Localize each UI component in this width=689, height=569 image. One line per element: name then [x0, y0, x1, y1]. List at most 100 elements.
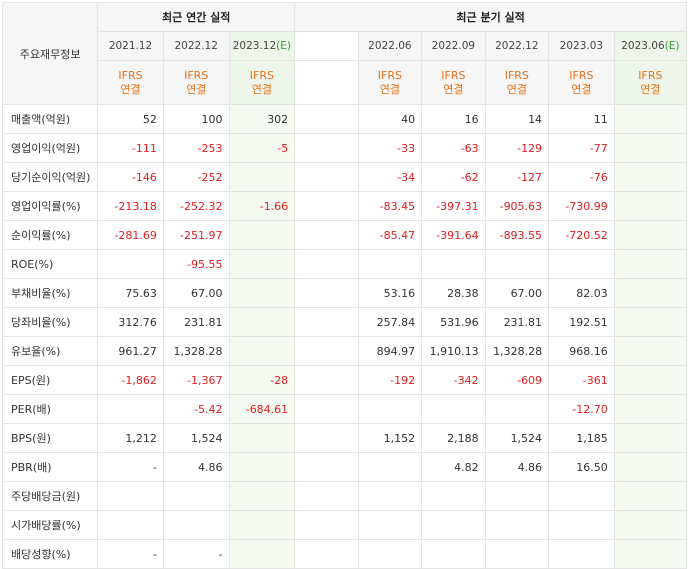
value-cell — [228, 481, 296, 511]
value-cell: - — [97, 452, 164, 482]
value-cell — [484, 394, 550, 424]
value-cell: 53.16 — [357, 278, 423, 308]
value-cell — [97, 510, 164, 540]
row-label: 유보율(%) — [1, 336, 99, 366]
spacer-cell — [294, 133, 359, 163]
table-row: 시가배당률(%) — [1, 510, 688, 540]
ifrs-text: IFRS — [504, 68, 529, 82]
value-cell: 1,152 — [357, 423, 423, 453]
value-cell: -85.47 — [357, 220, 423, 250]
value-cell — [613, 539, 688, 569]
consolidated-text: 연결 — [251, 82, 272, 96]
ifrs-basis-label: IFRS 연결 — [548, 60, 615, 105]
value-cell: 16 — [421, 104, 486, 134]
value-cell: -5 — [228, 133, 296, 163]
value-cell — [228, 162, 296, 192]
value-cell: -1,367 — [162, 365, 230, 395]
ifrs-basis-label: IFRS 연결 — [357, 60, 423, 105]
row-label: 영업이익률(%) — [1, 191, 99, 221]
table-row: 부채비율(%) 75.63 67.00 53.16 28.38 67.00 82.03 — [1, 278, 688, 308]
value-cell: -252 — [162, 162, 230, 192]
period-header-quarter: 2022.06 — [357, 31, 423, 61]
ifrs-basis-label: IFRS 연결 — [421, 60, 486, 105]
ifrs-basis-label: IFRS 연결 — [162, 60, 230, 105]
value-cell: -63 — [421, 133, 486, 163]
ifrs-basis-label: IFRS 연결 — [484, 60, 550, 105]
ifrs-text: IFRS — [441, 68, 466, 82]
value-cell — [357, 510, 423, 540]
consolidated-text: 연결 — [379, 82, 401, 96]
value-cell — [548, 539, 615, 569]
row-label: PBR(배) — [1, 452, 99, 482]
value-cell — [613, 365, 688, 395]
row-label: 당좌비율(%) — [1, 307, 99, 337]
value-cell — [421, 539, 486, 569]
value-cell: -342 — [421, 365, 486, 395]
row-label: 주당배당금(원) — [1, 481, 99, 511]
value-cell — [162, 481, 230, 511]
value-cell: -5.42 — [162, 394, 230, 424]
spacer-cell — [294, 31, 359, 61]
value-cell: -720.52 — [548, 220, 615, 250]
estimate-marker: (E) — [276, 40, 291, 52]
spacer-cell — [294, 60, 359, 105]
value-cell — [162, 510, 230, 540]
ifrs-basis-label: IFRS 연결 — [613, 60, 688, 105]
period-label: 2023.06 — [621, 40, 665, 52]
value-cell: 1,185 — [548, 423, 615, 453]
table-row: 배당성향(%) - - — [1, 539, 688, 569]
value-cell — [357, 539, 423, 569]
table-row: 당좌비율(%) 312.76 231.81 257.84 531.96 231.81 192… — [1, 307, 688, 337]
period-label: 2022.09 — [431, 40, 476, 52]
ifrs-text: IFRS — [184, 68, 209, 82]
spacer-cell — [294, 365, 359, 395]
value-cell: 312.76 — [97, 307, 164, 337]
value-cell: 302 — [228, 104, 296, 134]
value-cell: -281.69 — [97, 220, 164, 250]
value-cell: -1.66 — [228, 191, 296, 221]
value-cell — [97, 249, 164, 279]
value-cell — [357, 249, 423, 279]
period-header-quarter: 2023.06(E) — [613, 31, 688, 61]
ifrs-text: IFRS — [249, 68, 274, 82]
value-cell: 14 — [484, 104, 550, 134]
table-row: BPS(원) 1,212 1,524 1,152 2,188 1,524 1,185 — [1, 423, 688, 453]
spacer-cell — [294, 452, 359, 482]
table-row: 영업이익(억원) -111 -253 -5 -33 -63 -129 -77 — [1, 133, 688, 163]
consolidated-text: 연결 — [640, 82, 661, 96]
value-cell — [484, 249, 550, 279]
value-cell: 4.82 — [421, 452, 486, 482]
spacer-cell — [294, 162, 359, 192]
value-cell — [228, 307, 296, 337]
value-cell — [613, 423, 688, 453]
value-cell — [97, 394, 164, 424]
value-cell — [548, 481, 615, 511]
value-cell — [613, 481, 688, 511]
spacer-cell — [294, 220, 359, 250]
consolidated-text: 연결 — [506, 82, 527, 96]
row-label: 배당성향(%) — [1, 539, 99, 569]
value-cell — [228, 249, 296, 279]
row-label: BPS(원) — [1, 423, 99, 453]
consolidated-text: 연결 — [120, 82, 141, 96]
value-cell: -146 — [97, 162, 164, 192]
value-cell: 231.81 — [162, 307, 230, 337]
table-row: ROE(%) -95.55 — [1, 249, 688, 279]
ifrs-basis-label: IFRS 연결 — [228, 60, 296, 105]
value-cell: -391.64 — [421, 220, 486, 250]
value-cell — [228, 278, 296, 308]
row-label: 시가배당률(%) — [1, 510, 99, 540]
period-header-annual: 2022.12 — [162, 31, 230, 61]
value-cell — [484, 510, 550, 540]
value-cell — [613, 394, 688, 424]
value-cell — [228, 220, 296, 250]
value-cell — [613, 220, 688, 250]
spacer-cell — [294, 191, 359, 221]
value-cell: -192 — [357, 365, 423, 395]
value-cell: -34 — [357, 162, 423, 192]
value-cell: -77 — [548, 133, 615, 163]
value-cell: -12.70 — [548, 394, 615, 424]
value-cell — [484, 539, 550, 569]
ifrs-text: IFRS — [377, 68, 402, 82]
spacer-cell — [294, 539, 359, 569]
